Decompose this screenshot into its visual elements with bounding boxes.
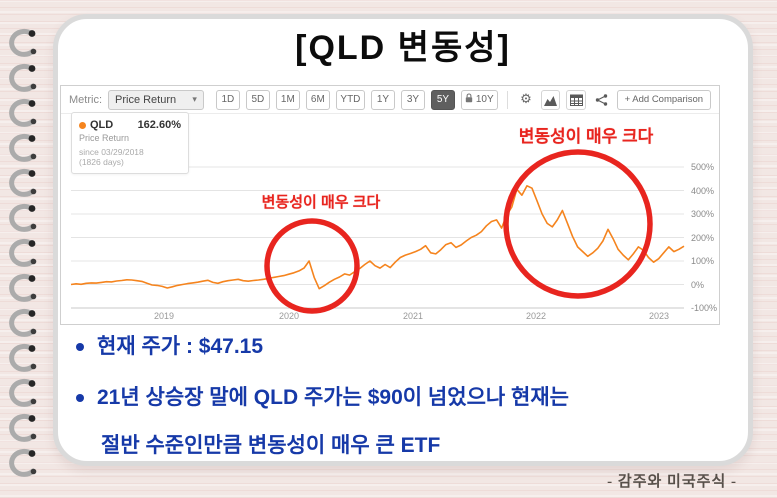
spiral-ring-icon [2,378,42,410]
spiral-ring-icon [2,343,42,375]
chart-legend: QLD 162.60% Price Return since 03/29/201… [71,112,189,174]
y-axis-tick: 0% [691,279,705,290]
author-signature: - 감주와 미국주식 - [607,474,737,490]
legend-since-date: since 03/29/2018 [79,147,144,157]
range-button-10y-label: 10Y [475,94,494,105]
x-axis-tick: 2019 [153,311,175,321]
share-icon[interactable] [591,89,611,110]
range-button-5y-active[interactable]: 5Y [430,89,455,110]
metric-label: Metric: [69,93,102,106]
range-button-10y-locked[interactable]: 10Y [460,89,498,110]
range-button-1m[interactable]: 1M [275,89,300,110]
volatility-circle-2022 [503,149,653,299]
add-comparison-button[interactable]: + Add Comparison [616,89,712,110]
area-chart-icon[interactable] [541,89,561,110]
legend-ticker: QLD [90,119,114,131]
note-volatility-line2: 절반 수준인만큼 변동성이 매우 큰 ETF [76,433,724,458]
toolbar-divider [506,90,508,109]
note-volatility-line1: 21년 상승장 말에 QLD 주가는 $90이 넘었으나 현재는 [76,385,724,410]
y-axis-tick: 100% [691,256,715,266]
x-axis-tick: 2022 [525,311,547,321]
note-text: 21년 상승장 말에 QLD 주가는 $90이 넘었으나 현재는 [97,386,570,410]
spiral-ring-icon [2,133,42,165]
range-button-6m[interactable]: 6M [305,89,330,110]
series-color-dot-icon [79,121,86,129]
page-title: [QLD 변동성] [295,29,511,67]
chevron-down-icon: ▾ [192,94,197,104]
spiral-ring-icon [2,203,42,235]
legend-return-value: 162.60% [137,119,181,131]
metric-dropdown[interactable]: Price Return ▾ [108,89,204,110]
volatility-annotation-2020: 변동성이 매우 크다 [261,194,381,211]
spiral-ring-icon [2,28,42,60]
spiral-ring-icon [2,273,42,305]
spiral-ring-icon [2,308,42,340]
y-axis-tick: 400% [691,185,715,196]
spiral-binding [2,0,52,498]
spiral-ring-icon [2,98,42,130]
gear-icon[interactable]: ⚙ [516,89,536,110]
range-button-ytd[interactable]: YTD [335,89,365,110]
y-axis-tick: 300% [691,209,715,219]
y-axis-tick: 200% [691,232,715,243]
chart-widget: Metric: Price Return ▾ 1D 5D 1M 6M YTD 1… [60,85,720,325]
spiral-ring-icon [2,63,42,95]
chart-toolbar: Metric: Price Return ▾ 1D 5D 1M 6M YTD 1… [61,86,719,114]
note-current-price: 현재 주가 : $47.15 [76,334,724,359]
y-axis-tick: 500% [691,162,715,172]
legend-metric: Price Return [79,133,130,143]
y-axis-tick: -100% [691,303,718,313]
x-axis-tick: 2023 [648,311,670,321]
notes-section: 현재 주가 : $47.15 21년 상승장 말에 QLD 주가는 $90이 넘… [76,334,724,459]
legend-day-count: (1826 days) [79,157,124,167]
bullet-dot-icon [76,342,84,351]
calendar-icon[interactable] [566,89,586,110]
lock-icon [465,93,473,106]
volatility-annotation-2022: 변동성이 매우 크다 [518,127,654,146]
volatility-circle-2020 [264,218,360,314]
spiral-ring-icon [2,238,42,270]
spiral-ring-icon [2,168,42,200]
range-button-1d[interactable]: 1D [215,89,240,110]
x-axis-tick: 2020 [278,311,300,321]
spiral-ring-icon [2,413,42,445]
range-button-5d[interactable]: 5D [245,89,270,110]
range-button-3y[interactable]: 3Y [400,89,425,110]
bullet-dot-icon [76,393,84,402]
note-text: 절반 수준인만큼 변동성이 매우 큰 ETF [101,434,441,458]
spiral-ring-icon [2,448,42,480]
x-axis-tick: 2021 [402,311,424,321]
range-button-1y[interactable]: 1Y [370,89,395,110]
metric-dropdown-value: Price Return [115,93,177,106]
note-text: 현재 주가 : $47.15 [97,335,264,358]
